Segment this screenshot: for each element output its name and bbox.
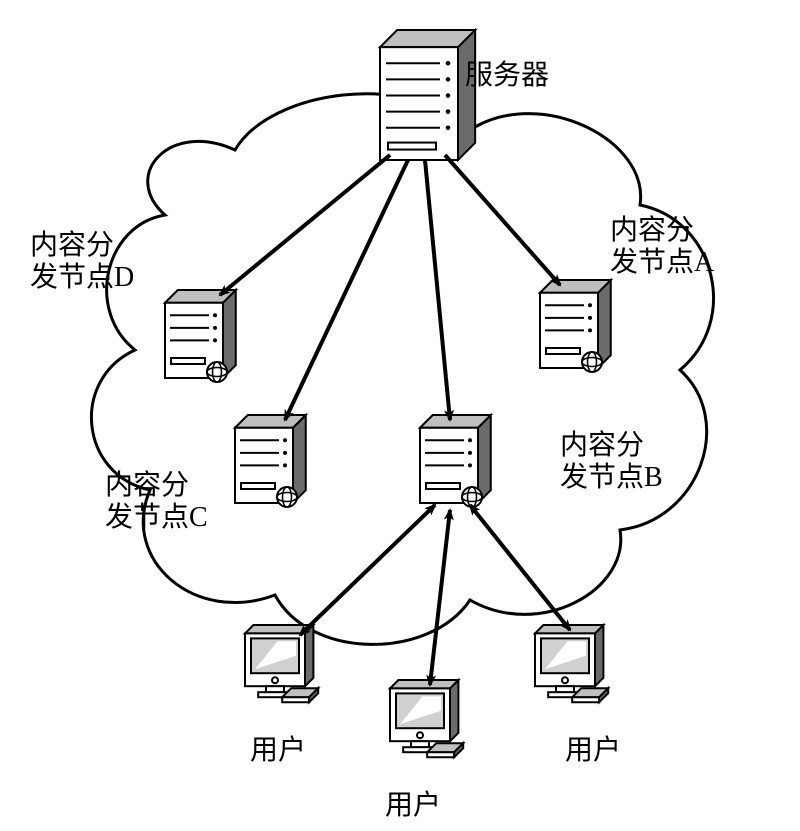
diagram-svg [0,0,800,831]
edge-server-icon [420,415,491,507]
client-pc-icon [245,625,318,702]
label-nodeC: 内容分发节点C [105,470,208,534]
diagram-canvas: 服务器内容分发节点A内容分发节点D内容分发节点B内容分发节点C用户用户用户 [0,0,800,831]
label-nodeD: 内容分发节点D [30,230,134,294]
client-pc-icon [390,680,463,757]
label-user2: 用户 [385,790,441,822]
edge-server-icon [540,280,611,372]
arrow-B-to-c3 [470,505,570,630]
server-icon [380,30,475,160]
arrow-B-to-c2 [430,510,450,685]
arrow-server-to-B [425,160,450,420]
arrow-server-to-C [285,160,408,420]
label-server: 服务器 [465,60,549,92]
label-nodeB: 内容分发节点B [560,430,663,494]
arrow-server-to-D [220,155,390,295]
arrow-server-to-A [445,155,560,285]
edge-server-icon [235,415,306,507]
label-nodeA: 内容分发节点A [610,215,714,279]
label-user3: 用户 [565,735,621,767]
arrow-B-to-c1 [300,505,435,635]
client-pc-icon [535,625,608,702]
label-user1: 用户 [250,735,306,767]
edge-server-icon [165,290,236,382]
